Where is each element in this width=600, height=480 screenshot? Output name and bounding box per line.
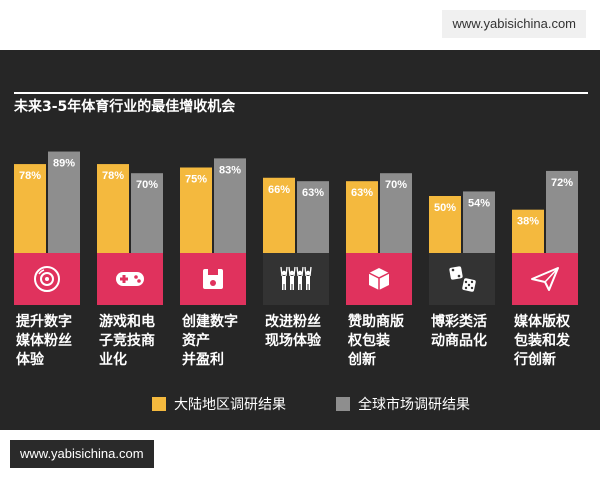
legend-swatch-global [336,397,350,411]
data-label-mainland-0: 78% [19,170,41,182]
icon-band-5 [429,253,495,305]
category-label-6-line-1: 包装和发 [514,332,571,349]
data-label-mainland-4: 63% [351,187,373,199]
gamepad-icon [116,272,144,286]
bar-mainland-5 [429,196,461,253]
category-label-0-line-0: 提升数字 [16,313,72,330]
legend-item-global: 全球市场调研结果 [336,394,470,414]
category-label-1-line-0: 游戏和电 [99,313,155,330]
data-label-global-6: 72% [551,177,573,189]
bar-mainland-1 [97,164,129,253]
category-label-1-line-2: 业化 [99,351,127,368]
title-rule [14,92,588,94]
bar-mainland-4 [346,181,378,253]
legend-label-global: 全球市场调研结果 [358,397,470,413]
data-label-global-0: 89% [53,158,75,170]
bar-global-5 [463,191,495,253]
paper-plane-icon [531,267,559,291]
bar-mainland-0 [14,164,46,253]
category-label-4-line-1: 权包装 [347,332,391,349]
data-label-global-5: 54% [468,197,490,209]
data-label-global-1: 70% [136,179,158,191]
icon-band-6 [512,253,578,305]
data-label-mainland-3: 66% [268,184,290,196]
category-label-0-line-1: 媒体粉丝 [15,332,72,349]
data-label-mainland-1: 78% [102,170,124,182]
bar-global-6 [546,170,578,253]
category-label-5-line-1: 动商品化 [431,332,487,349]
category-label-2-line-2: 并盈利 [182,351,224,368]
bar-global-0 [48,151,80,253]
category-label-2-line-1: 资产 [182,332,210,349]
category-label-4-line-0: 赞助商版 [347,313,404,330]
category-label-0-line-2: 体验 [16,351,45,368]
icon-band-3 [263,253,329,305]
data-label-global-3: 63% [302,187,324,199]
floppy-disk-icon [203,269,223,289]
data-label-global-2: 83% [219,164,241,176]
data-label-mainland-5: 50% [434,202,456,214]
category-label-6-line-2: 行创新 [513,351,556,368]
category-label-1-line-1: 子竞技商 [99,332,155,349]
category-label-3-line-0: 改进粉丝 [265,313,321,330]
bar-global-2 [214,158,246,253]
watermark-bottom: www.yabisichina.com [10,440,154,468]
category-label-2-line-0: 创建数字 [181,313,238,330]
category-label-5-line-0: 博彩类活 [431,313,487,330]
package-box-icon [368,268,390,290]
category-label-6-line-0: 媒体版权 [513,313,571,330]
chart-title: 未来3-5年体育行业的最佳增收机会 [14,99,236,115]
bar-global-1 [131,173,163,253]
legend-label-mainland: 大陆地区调研结果 [174,397,286,413]
crowd-fans-icon [280,266,312,290]
vinyl-record-icon [34,266,60,292]
category-label-3-line-1: 现场体验 [265,332,322,349]
bar-mainland-6 [512,209,544,253]
bar-mainland-3 [263,177,295,253]
dice-icon [449,266,476,292]
data-label-global-4: 70% [385,179,407,191]
bar-global-3 [297,181,329,253]
category-label-4-line-2: 创新 [347,351,376,368]
bar-global-4 [380,173,412,253]
bar-mainland-2 [180,167,212,253]
legend-swatch-mainland [152,397,166,411]
legend-item-mainland: 大陆地区调研结果 [152,394,286,414]
data-label-mainland-6: 38% [517,216,539,228]
data-label-mainland-2: 75% [185,174,207,186]
watermark-top: www.yabisichina.com [442,10,586,38]
